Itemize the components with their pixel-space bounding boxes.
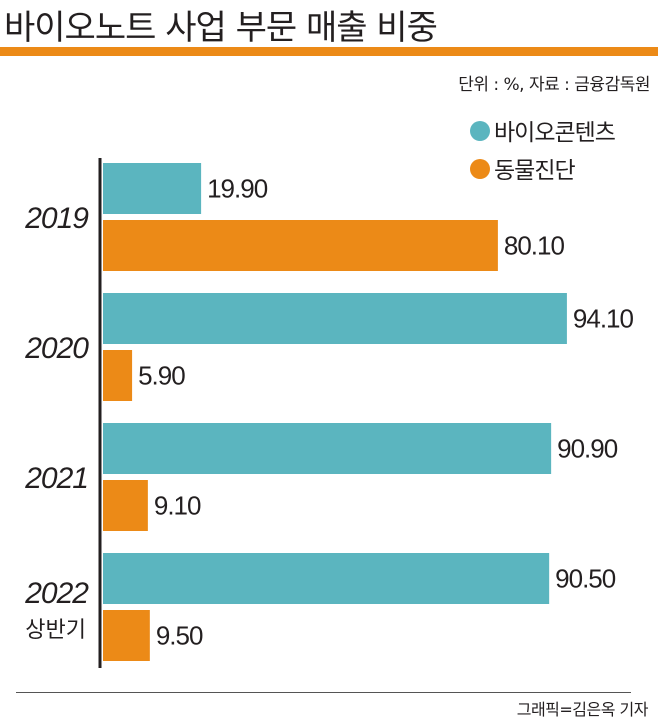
- data-label: 9.50: [156, 621, 203, 651]
- data-label: 19.90: [207, 174, 268, 204]
- bar-chart: 19.90 80.10 2019 94.10 5.90 2020 90.90 9.10 2021…: [24, 120, 635, 668]
- bar-bio-content-2020: [103, 293, 567, 344]
- graphic-credit: 그래픽=김은옥 기자: [516, 700, 649, 719]
- category-label: 2019: [24, 202, 89, 235]
- bar-bio-content-2019: [103, 163, 202, 214]
- title-underline: [0, 47, 658, 56]
- data-label: 90.50: [555, 564, 616, 594]
- unit-source-note: 단위 : %, 자료 : 금융감독원: [458, 75, 650, 95]
- legend-marker: [470, 159, 490, 179]
- data-label: 90.90: [557, 434, 618, 464]
- legend-marker: [470, 121, 490, 141]
- bar-bio-content-2021: [103, 423, 552, 474]
- bar-animal-diagnostics-2021: [103, 480, 148, 531]
- category-label: 2021: [24, 462, 88, 495]
- data-label: 94.10: [573, 304, 634, 334]
- bar-animal-diagnostics-2020: [103, 350, 133, 401]
- category-label: 2022: [24, 577, 89, 610]
- footer-divider: [16, 692, 631, 693]
- bar-animal-diagnostics-2022: [103, 610, 150, 661]
- data-label: 5.90: [138, 361, 185, 391]
- category-label: 2020: [24, 332, 89, 365]
- bar-animal-diagnostics-2019: [103, 220, 498, 271]
- bar-bio-content-2022: [103, 553, 550, 604]
- chart-title: 바이오노트 사업 부문 매출 비중: [4, 8, 438, 48]
- legend-label: 동물진단: [494, 158, 575, 184]
- legend-label: 바이오콘텐츠: [494, 120, 615, 146]
- data-label: 80.10: [504, 231, 565, 261]
- data-label: 9.10: [154, 491, 201, 521]
- category-sublabel: 상반기: [25, 618, 86, 643]
